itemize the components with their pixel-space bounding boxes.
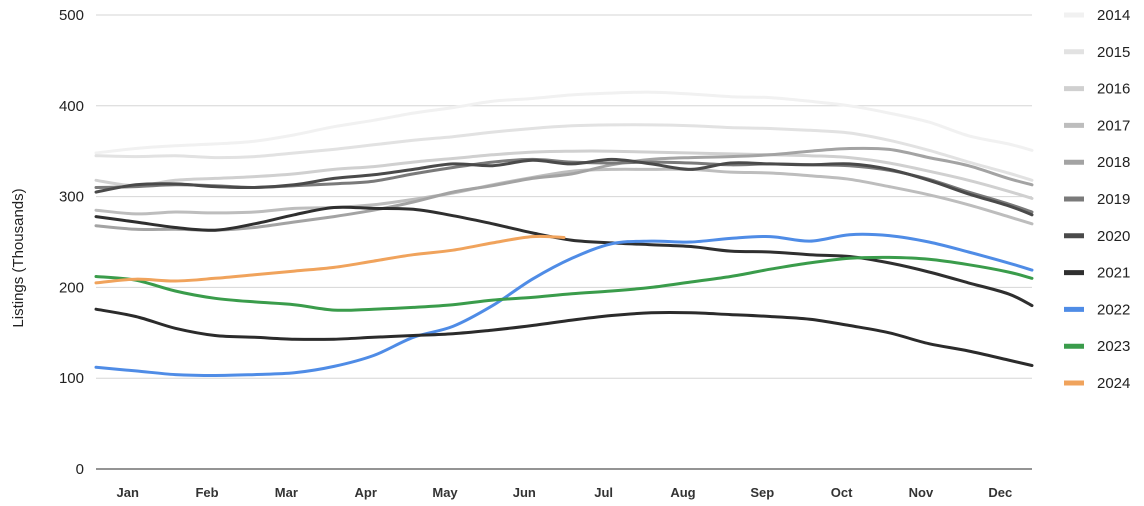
grid-lines	[96, 14, 1032, 470]
y-tick-label: 200	[59, 279, 84, 296]
x-tick-label: Apr	[354, 485, 376, 500]
series-line-2025	[94, 307, 1034, 367]
series-line-2018	[94, 146, 1034, 232]
series-lines	[94, 90, 1034, 377]
series-line-2023	[94, 255, 1034, 312]
series-line-2016	[94, 149, 1034, 200]
y-tick-label: 500	[59, 7, 84, 24]
x-tick-label: Feb	[195, 485, 218, 500]
x-tick-label: Jul	[594, 485, 613, 500]
series-line-2020	[94, 157, 1034, 217]
y-tick-label: 400	[59, 98, 84, 115]
x-tick-label: Aug	[670, 485, 695, 500]
series-line-2021	[94, 205, 1034, 308]
legend-label-2019: 2019	[1097, 191, 1130, 208]
x-tick-label: May	[432, 485, 458, 500]
x-tick-label: Jan	[117, 485, 139, 500]
series-line-2015	[94, 123, 1034, 182]
x-tick-label: Oct	[831, 485, 853, 500]
x-axis-ticks: Jan Feb Mar Apr May Jun Jul Aug Sep Oct Nov Dec	[117, 485, 1013, 500]
series-line-2024	[94, 234, 566, 285]
legend-label-2014: 2014	[1097, 7, 1130, 24]
series-line-2022	[94, 232, 1034, 377]
legend-label-2020: 2020	[1097, 228, 1130, 245]
legend-label-2017: 2017	[1097, 117, 1130, 134]
x-tick-label: Mar	[275, 485, 298, 500]
x-tick-label: Jun	[513, 485, 536, 500]
legend-label-2015: 2015	[1097, 44, 1130, 61]
series-line-2017	[94, 167, 1034, 226]
y-axis-title: Listings (Thousands)	[10, 188, 27, 327]
y-axis-ticks: 0 100 200 300 400 500	[59, 7, 84, 478]
legend: 2014 2015 2016 2017 2018 2019 2020 2021 2022 2023…	[1064, 7, 1130, 392]
legend-label-2016: 2016	[1097, 81, 1130, 98]
legend-label-2018: 2018	[1097, 154, 1130, 171]
y-tick-label: 100	[59, 370, 84, 387]
x-tick-label: Sep	[750, 485, 774, 500]
legend-label-2023: 2023	[1097, 338, 1130, 355]
legend-label-2022: 2022	[1097, 301, 1130, 318]
y-tick-label: 0	[76, 461, 84, 478]
x-tick-label: Dec	[988, 485, 1012, 500]
legend-label-2021: 2021	[1097, 265, 1130, 282]
series-line-2014	[94, 90, 1034, 155]
y-tick-label: 300	[59, 189, 84, 206]
legend-label-2024: 2024	[1097, 375, 1130, 392]
x-tick-label: Nov	[909, 485, 934, 500]
